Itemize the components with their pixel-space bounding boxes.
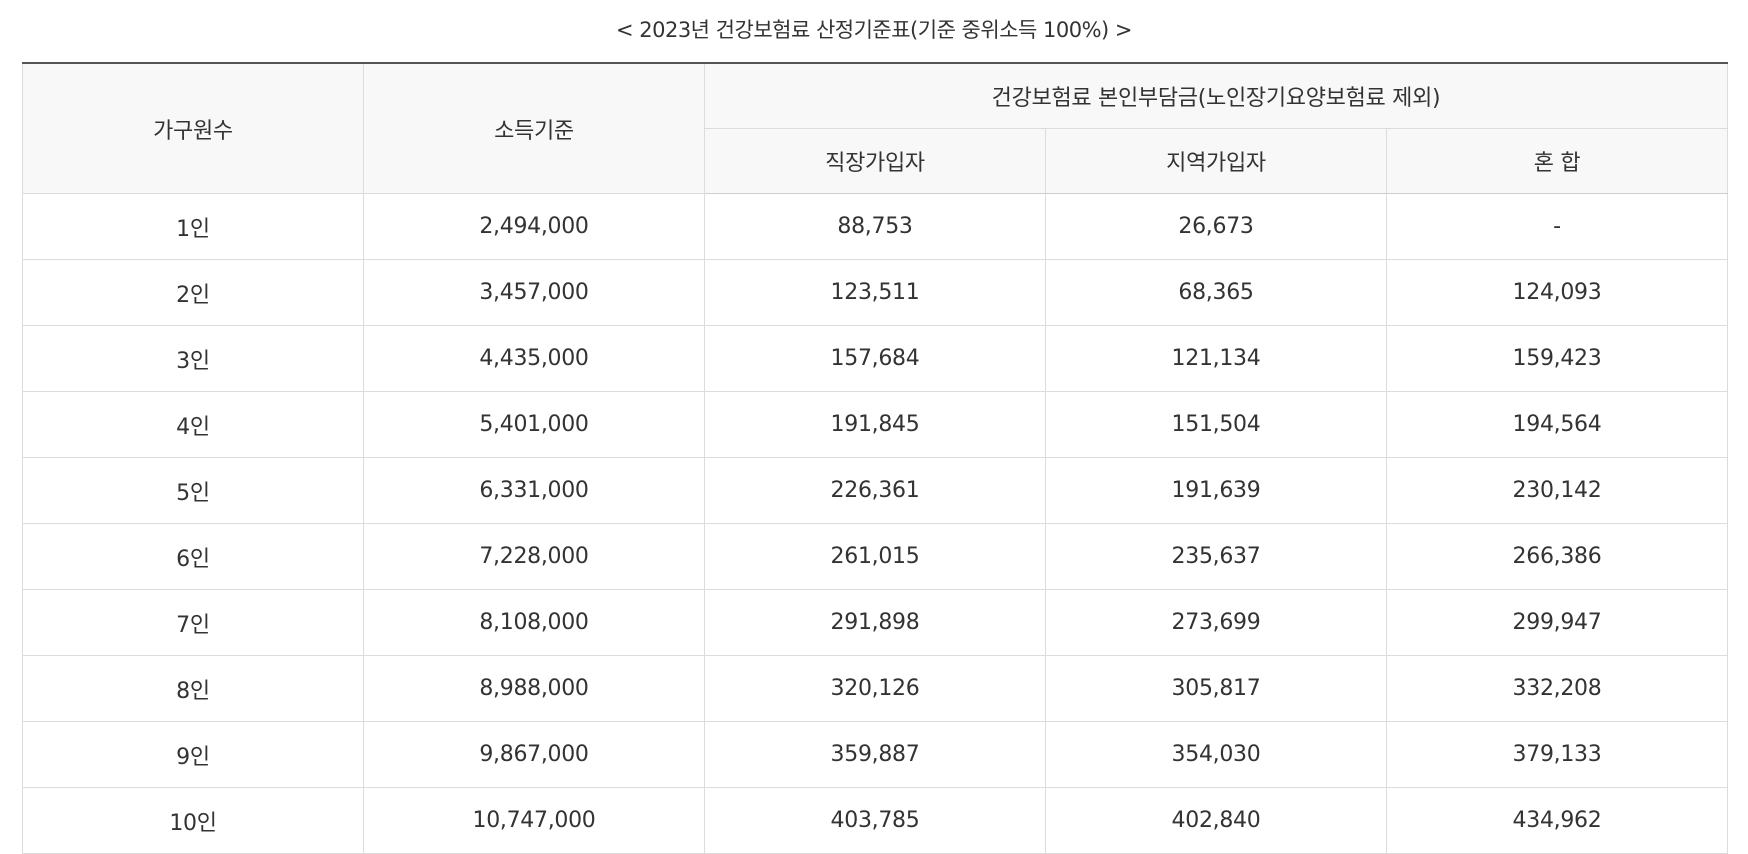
cell-regional: 26,673: [1045, 193, 1387, 260]
header-row-sub: 직장가입자 지역가입자 혼 합: [23, 128, 1728, 194]
cell-workplace: 157,684: [704, 325, 1046, 392]
cell-regional: 354,030: [1045, 721, 1387, 788]
cell-household: 7인: [22, 589, 364, 656]
table-row: 6인 7,228,000 261,015 235,637 266,386: [22, 523, 1728, 590]
header-workplace: 직장가입자: [704, 128, 1046, 194]
cell-mixed: -: [1386, 193, 1728, 260]
cell-income: 9,867,000: [363, 721, 705, 788]
table-row: 3인 4,435,000 157,684 121,134 159,423: [22, 325, 1728, 392]
cell-household: 1인: [22, 193, 364, 260]
cell-mixed: 299,947: [1386, 589, 1728, 656]
cell-regional: 68,365: [1045, 259, 1387, 326]
table-row: 9인 9,867,000 359,887 354,030 379,133: [22, 721, 1728, 788]
cell-mixed: 332,208: [1386, 655, 1728, 722]
table-row: 1인 2,494,000 88,753 26,673 -: [22, 193, 1728, 260]
cell-mixed: 194,564: [1386, 391, 1728, 458]
cell-household: 8인: [22, 655, 364, 722]
cell-income: 3,457,000: [363, 259, 705, 326]
table-row: 8인 8,988,000 320,126 305,817 332,208: [22, 655, 1728, 722]
header-income: 소득기준: [363, 62, 705, 194]
cell-mixed: 379,133: [1386, 721, 1728, 788]
cell-regional: 273,699: [1045, 589, 1387, 656]
cell-mixed: 266,386: [1386, 523, 1728, 590]
header-household: 가구원수: [22, 62, 364, 194]
premium-table: 가구원수 소득기준 건강보험료 본인부담금(노인장기요양보험료 제외) 직장가입…: [22, 62, 1728, 854]
cell-mixed: 159,423: [1386, 325, 1728, 392]
cell-household: 10인: [22, 787, 364, 854]
cell-workplace: 261,015: [704, 523, 1046, 590]
cell-workplace: 320,126: [704, 655, 1046, 722]
cell-workplace: 191,845: [704, 391, 1046, 458]
cell-mixed: 434,962: [1386, 787, 1728, 854]
cell-household: 4인: [22, 391, 364, 458]
cell-regional: 151,504: [1045, 391, 1387, 458]
cell-income: 2,494,000: [363, 193, 705, 260]
table-header: 가구원수 소득기준 건강보험료 본인부담금(노인장기요양보험료 제외) 직장가입…: [22, 62, 1728, 194]
table-row: 7인 8,108,000 291,898 273,699 299,947: [22, 589, 1728, 656]
header-premium-group: 건강보험료 본인부담금(노인장기요양보험료 제외): [704, 62, 1728, 129]
cell-income: 4,435,000: [363, 325, 705, 392]
header-regional: 지역가입자: [1045, 128, 1387, 194]
cell-household: 2인: [22, 259, 364, 326]
cell-regional: 402,840: [1045, 787, 1387, 854]
table-caption: < 2023년 건강보험료 산정기준표(기준 중위소득 100%) >: [615, 18, 1133, 42]
cell-workplace: 123,511: [704, 259, 1046, 326]
table-row: 10인 10,747,000 403,785 402,840 434,962: [22, 787, 1728, 854]
cell-household: 5인: [22, 457, 364, 524]
cell-income: 8,108,000: [363, 589, 705, 656]
table-row: 5인 6,331,000 226,361 191,639 230,142: [22, 457, 1728, 524]
cell-workplace: 403,785: [704, 787, 1046, 854]
cell-income: 6,331,000: [363, 457, 705, 524]
cell-regional: 191,639: [1045, 457, 1387, 524]
table-body: 1인 2,494,000 88,753 26,673 - 2인 3,457,00…: [22, 193, 1728, 854]
cell-regional: 305,817: [1045, 655, 1387, 722]
cell-income: 10,747,000: [363, 787, 705, 854]
header-row-top: 가구원수 소득기준 건강보험료 본인부담금(노인장기요양보험료 제외): [22, 62, 1728, 194]
cell-workplace: 291,898: [704, 589, 1046, 656]
cell-income: 8,988,000: [363, 655, 705, 722]
cell-workplace: 88,753: [704, 193, 1046, 260]
cell-workplace: 226,361: [704, 457, 1046, 524]
cell-mixed: 124,093: [1386, 259, 1728, 326]
cell-income: 5,401,000: [363, 391, 705, 458]
header-mixed: 혼 합: [1386, 128, 1728, 194]
cell-regional: 121,134: [1045, 325, 1387, 392]
cell-household: 9인: [22, 721, 364, 788]
table-row: 4인 5,401,000 191,845 151,504 194,564: [22, 391, 1728, 458]
cell-household: 3인: [22, 325, 364, 392]
cell-regional: 235,637: [1045, 523, 1387, 590]
cell-mixed: 230,142: [1386, 457, 1728, 524]
cell-workplace: 359,887: [704, 721, 1046, 788]
cell-household: 6인: [22, 523, 364, 590]
cell-income: 7,228,000: [363, 523, 705, 590]
table-row: 2인 3,457,000 123,511 68,365 124,093: [22, 259, 1728, 326]
